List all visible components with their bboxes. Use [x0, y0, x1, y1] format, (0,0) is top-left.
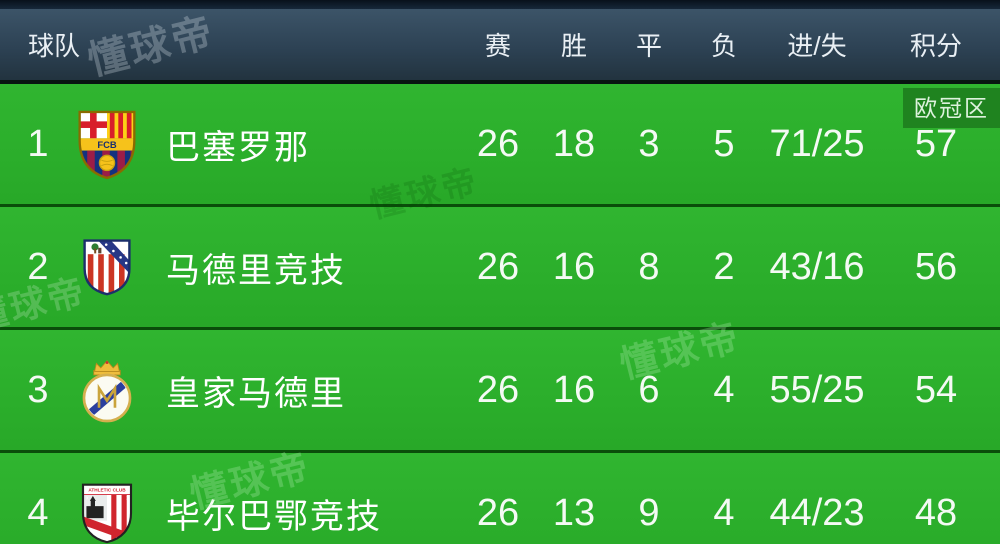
svg-text:x: x [86, 495, 89, 501]
lost-value: 4 [713, 491, 735, 534]
goals-value: 55/25 [769, 368, 865, 411]
team-cell: 2 [0, 231, 460, 303]
column-header-goals: 进/失 [787, 31, 847, 61]
team-name: 马德里竞技 [166, 251, 346, 290]
drawn-value: 8 [638, 245, 660, 288]
played-value: 26 [476, 245, 520, 288]
points-value: 56 [914, 245, 958, 288]
goals-value: 71/25 [769, 122, 865, 165]
column-header-points: 积分 [909, 31, 962, 61]
points-value: 48 [914, 491, 958, 534]
team-name: 毕尔巴鄂竞技 [166, 497, 382, 536]
team-name: 巴塞罗那 [166, 128, 310, 167]
column-header-drawn: 平 [635, 31, 662, 61]
athletic-bilbao-crest-icon: x x ATHLETIC CLUB [72, 477, 142, 544]
table-row-athletic-bilbao[interactable]: 4 x x ATH [0, 453, 1000, 544]
played-value: 26 [476, 491, 520, 534]
won-value: 16 [552, 245, 596, 288]
champions-league-zone-badge: 欧冠区 [903, 88, 1000, 128]
drawn-value: 3 [638, 122, 660, 165]
goals-value: 44/23 [769, 491, 865, 534]
team-name: 皇家马德里 [166, 374, 346, 413]
played-value: 26 [476, 122, 520, 165]
top-status-strip [0, 0, 1000, 9]
goals-value: 43/16 [769, 245, 865, 288]
points-value: 54 [914, 368, 958, 411]
drawn-value: 6 [638, 368, 660, 411]
svg-text:x: x [126, 495, 129, 501]
points-value: 57 [914, 122, 958, 165]
crest-athletic-text: ATHLETIC CLUB [88, 488, 126, 493]
team-cell: 4 x x ATH [0, 477, 460, 544]
rank-number: 1 [27, 122, 49, 165]
column-header-team: 球队 [28, 31, 81, 61]
atletico-madrid-crest-icon [72, 231, 142, 303]
column-header-won: 胜 [560, 31, 587, 61]
team-cell: 3 皇家马德里 [0, 354, 460, 426]
rank-number: 3 [27, 368, 49, 411]
column-header-lost: 负 [710, 31, 737, 61]
won-value: 18 [552, 122, 596, 165]
fc-barcelona-crest-icon: FCB [72, 108, 142, 180]
played-value: 26 [476, 368, 520, 411]
lost-value: 2 [713, 245, 735, 288]
lost-value: 4 [713, 368, 735, 411]
table-row-real-madrid[interactable]: 3 皇家马德里 26 16 6 4 55/25 54 [0, 330, 1000, 453]
won-value: 13 [552, 491, 596, 534]
rank-number: 2 [27, 245, 49, 288]
table-row-barcelona[interactable]: 1 FCB [0, 84, 1000, 207]
crest-fcb-text: FCB [97, 139, 117, 150]
real-madrid-crest-icon [72, 354, 142, 426]
won-value: 16 [552, 368, 596, 411]
column-header-played: 赛 [484, 31, 511, 61]
table-header: 球队 赛 胜 平 负 进/失 积分 [0, 9, 1000, 84]
table-row-atletico-madrid[interactable]: 2 [0, 207, 1000, 330]
lost-value: 5 [713, 122, 735, 165]
team-cell: 1 FCB [0, 108, 460, 180]
drawn-value: 9 [638, 491, 660, 534]
rank-number: 4 [27, 491, 49, 534]
